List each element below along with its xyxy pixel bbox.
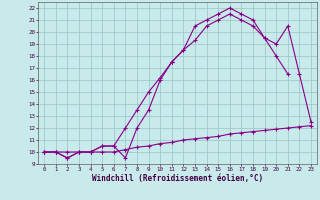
X-axis label: Windchill (Refroidissement éolien,°C): Windchill (Refroidissement éolien,°C)	[92, 174, 263, 183]
